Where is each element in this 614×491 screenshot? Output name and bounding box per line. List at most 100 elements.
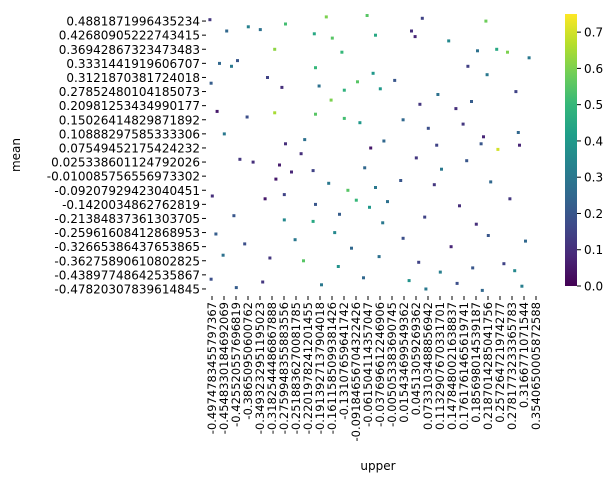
y-tick-label: 0.10888297585333306 [59,127,200,141]
heatmap-cell [465,159,469,163]
y-tick-label: 0.07549452175424232 [59,141,200,155]
x-tick-label: 0.3166771071544 [517,302,531,408]
heatmap-cell [336,265,340,268]
x-tick-label: -0.2201978241201455 [301,302,315,434]
colorbar-tick-label: 0.5 [584,98,603,112]
heatmap-cell [486,234,490,237]
heatmap-cell [232,214,236,218]
heatmap-cell [280,85,284,89]
heatmap-cell [338,212,341,216]
heatmap-cell [410,29,413,33]
heatmap-cell [362,276,365,280]
heatmap-cell [458,204,461,208]
x-tick-label: -0.3493232951195023 [253,302,267,434]
heatmap-cell [393,78,397,82]
heatmap-cells [208,14,531,292]
heatmap-cell [284,142,287,146]
colorbar-tick-label: 0.2 [584,207,603,221]
heatmap-cell [474,222,478,226]
x-tick-label: 0.2781773233365783 [505,302,519,430]
heatmap-cell [455,281,459,285]
heatmap-cell [447,39,451,43]
heatmap-cell [314,112,317,116]
heatmap-cell [208,18,212,22]
heatmap-cell [209,277,213,281]
colorbar [565,14,577,286]
colorbar-tick-label: 0.7 [584,26,603,40]
heatmap-cell [506,50,509,54]
heatmap-cell [311,219,315,223]
heatmap-cell [382,139,386,143]
heatmap-cell [516,131,520,134]
x-axis-label: upper [360,459,395,473]
heatmap-cell [371,71,375,75]
y-tick-label: -0.1420034862762819 [62,198,200,212]
heatmap-cell [303,138,307,142]
x-tick-label: 0.04513059269362 [409,302,423,415]
x-tick-label: -0.1913927137904018 [313,302,327,434]
heatmap-cell [480,288,484,292]
y-tick-label: -0.21384837361303705 [54,212,200,226]
x-tick-label: -0.2759948355883556 [277,302,291,434]
heatmap-cell [346,188,350,192]
heatmap-cell [399,179,403,182]
heatmap-cell [214,232,218,236]
heatmap-cell [356,80,359,84]
heatmap-cell [290,170,293,174]
heatmap-cell [378,87,382,91]
x-tick-label: 0.0733103488856942 [421,302,435,430]
heatmap-cell [299,152,303,156]
heatmap-cell [268,256,272,260]
heatmap-cell [381,221,385,225]
y-axis-ticks: 0.48818719964352340.426809052227434150.3… [47,15,206,296]
y-tick-label: -0.36275890610802825 [54,254,200,268]
heatmap-cell [369,146,373,150]
heatmap-cell [340,50,344,54]
heatmap-cell [484,19,488,23]
heatmap-cell [438,270,442,274]
y-tick-label: 0.15026414829871892 [59,113,200,127]
heatmap-cell [368,205,371,209]
heatmap-cell [333,231,337,235]
heatmap-cell [342,116,346,120]
y-tick-label: 0.36942867323473483 [59,43,200,57]
heatmap-cell [243,242,247,246]
heatmap-cell [238,157,242,161]
heatmap-cell [508,197,512,201]
heatmap-cell [312,32,316,36]
heatmap-cell [401,236,405,240]
heatmap-cell [426,126,430,130]
x-tick-label: 0.1761761465619741 [457,302,471,430]
heatmap-cell [461,122,465,126]
y-tick-label: -0.32665386437653865 [54,240,200,254]
colorbar-tick-label: 0.6 [584,62,603,76]
heatmap-cell [466,64,470,68]
heatmap-cell [417,260,421,264]
x-tick-label: -0.1611585099381426 [325,302,339,434]
heatmap-cell [513,269,517,273]
heatmap-cell [527,56,531,60]
heatmap-cell [302,259,305,263]
x-tick-label: -0.4548330184692069 [217,302,231,434]
heatmap-cell [363,166,367,170]
heatmap-cell [215,109,219,113]
heatmap-cell [418,102,422,106]
heatmap-cell [424,287,428,291]
heatmap-cell [282,193,286,197]
x-tick-label: 0.185698014539187 [469,302,483,423]
x-axis-ticks: -0.4974783455797367-0.4548330184692069-0… [205,296,543,442]
y-tick-label: 0.3331441919606707 [66,57,200,71]
y-tick-label: -0.43897748642535867 [54,268,200,282]
heatmap-cell [485,73,489,77]
heatmap-cell [251,160,255,164]
heatmap-cell [329,98,333,102]
heatmap-cell [454,107,458,111]
heatmap-cell [514,90,518,94]
x-tick-label: -0.3182544486867888 [265,302,279,434]
heatmap-cell [273,47,277,51]
heatmap-cell [245,115,249,119]
colorbar-tick-label: 0.1 [584,243,603,257]
heatmap-cell [234,286,238,290]
heatmap-cell [320,283,323,287]
